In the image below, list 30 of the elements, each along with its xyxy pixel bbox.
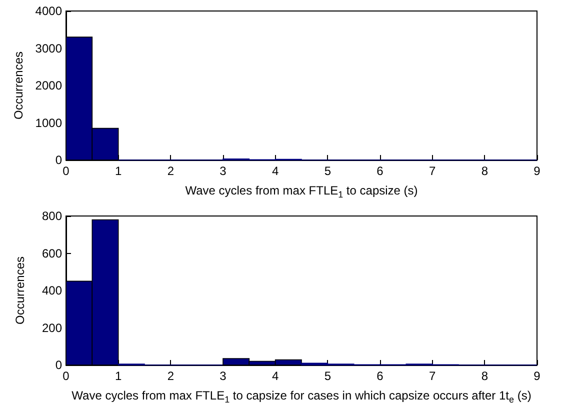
x-tick-label: 1 — [114, 369, 122, 383]
x-tick-label: 7 — [428, 164, 436, 178]
y-tick-label: 600 — [42, 246, 62, 260]
y-tick-label: 800 — [42, 209, 62, 223]
x-tick-label: 8 — [481, 164, 488, 178]
y-tick-label: 200 — [42, 320, 62, 335]
y-tick-label: 2000 — [35, 78, 62, 92]
y-tick-label: 4000 — [35, 4, 62, 18]
x-tick-label: 9 — [534, 369, 541, 383]
x-tick-label: 4 — [272, 369, 279, 383]
y-tick-label: 0 — [55, 153, 62, 167]
x-tick-label: 8 — [481, 369, 488, 383]
y-tick-label: 3000 — [35, 41, 62, 56]
y-tick-label: 1000 — [35, 116, 62, 130]
x-tick-label: 1 — [114, 164, 122, 178]
x-tick-label: 6 — [376, 369, 384, 383]
y-tick-label: 400 — [42, 284, 62, 298]
x-tick-label: 7 — [428, 369, 436, 383]
x-tick-label: 5 — [324, 369, 332, 383]
x-tick-label: 2 — [167, 369, 174, 383]
x-tick-label: 6 — [376, 164, 384, 178]
y-tick-label: 0 — [55, 358, 62, 372]
x-tick-label: 3 — [220, 369, 227, 383]
x-tick-label: 2 — [167, 164, 174, 178]
y-axis-title: Occurrences — [13, 256, 27, 325]
x-tick-label: 5 — [324, 164, 332, 178]
y-axis-title: Occurrences — [11, 51, 26, 120]
x-tick-label: 9 — [534, 164, 541, 178]
x-tick-label: 4 — [272, 164, 279, 178]
x-tick-label: 3 — [220, 164, 227, 178]
